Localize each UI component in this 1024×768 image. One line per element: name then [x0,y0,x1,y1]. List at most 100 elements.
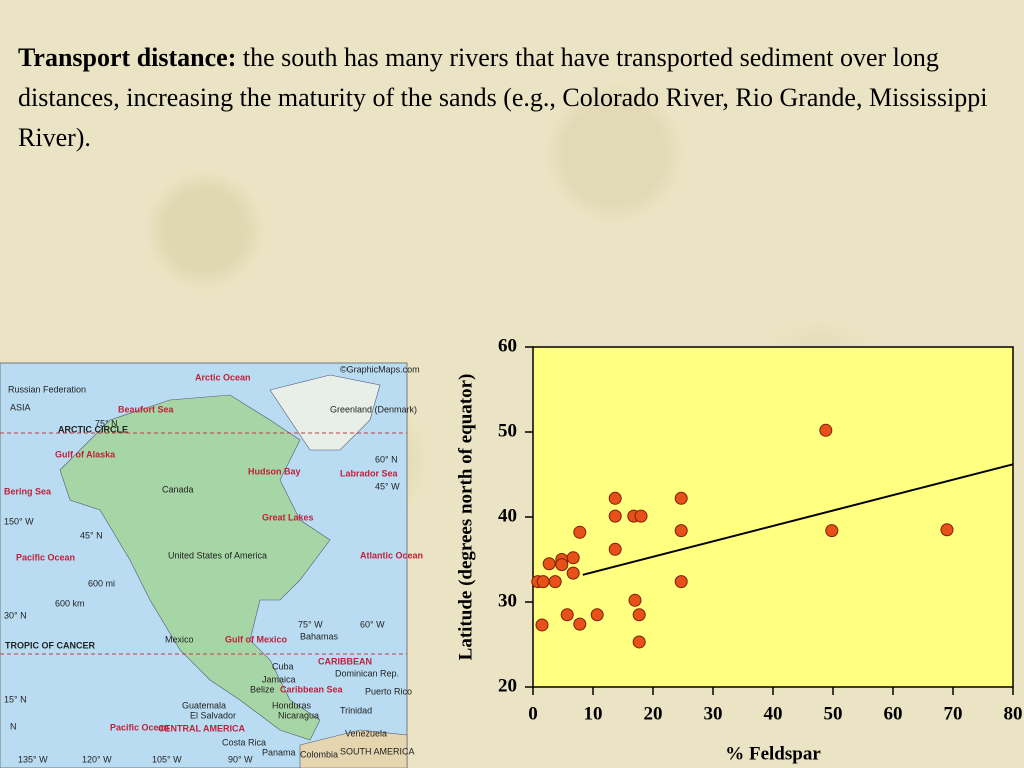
map-label: Arctic Ocean [195,372,251,382]
map-label: Bahamas [300,631,339,641]
y-tick-label: 30 [498,590,517,611]
map-label: Bering Sea [4,486,52,496]
point [819,423,833,437]
point [940,523,954,537]
map-label: Pacific Ocean [110,722,169,732]
map-label: N [10,721,17,731]
map-label: 90° W [228,754,253,764]
greenland [269,374,381,451]
map-label: Dominican Rep. [335,668,399,678]
point [535,618,549,632]
map-label: Guatemala [182,700,226,710]
point [608,542,622,556]
point [628,593,642,607]
map-label: Beaufort Sea [118,404,175,414]
point [674,491,688,505]
point [560,608,574,622]
map-label: Nicaragua [278,710,319,720]
trendline [582,463,1014,576]
y-tick-label: 20 [498,675,517,696]
map-label: TROPIC OF CANCER [5,640,96,650]
map-label: ASIA [10,402,31,412]
x-tick-label: 20 [644,703,663,724]
x-tick-label: 60 [884,703,903,724]
point [548,575,562,589]
point [632,608,646,622]
x-axis-label: % Feldspar [725,743,821,764]
map-label: SOUTH AMERICA [340,746,415,756]
plot-area [532,346,1014,688]
map-label: Belize [250,684,275,694]
point [573,525,587,539]
map-label: Labrador Sea [340,468,399,478]
lead: Transport distance: [18,43,237,72]
x-tick-label: 70 [944,703,963,724]
map-label: 60° N [375,454,398,464]
map-label: Panama [262,747,296,757]
map-label: Cuba [272,661,294,671]
map-label: Gulf of Alaska [55,449,116,459]
map-label: Gulf of Mexico [225,634,288,644]
x-tick-label: 40 [764,703,783,724]
map-label: Canada [162,484,194,494]
map-label: 135° W [18,754,48,764]
map-label: Pacific Ocean [16,552,75,562]
map-label: CENTRAL AMERICA [158,723,245,733]
point [566,566,580,580]
point [566,551,580,565]
map-label: 30° N [4,610,27,620]
point [674,524,688,538]
point [825,524,839,538]
map-label: 150° W [4,516,34,526]
paragraph: Transport distance: the south has many r… [18,38,1008,158]
map-label: 600 mi [88,578,115,588]
point [555,558,569,572]
x-tick-label: 0 [528,703,538,724]
map-label: 600 km [55,598,85,608]
map-label: Caribbean Sea [280,684,344,694]
point [536,575,550,589]
map-label: 105° W [152,754,182,764]
map-label: Russian Federation [8,384,86,394]
map-label: Atlantic Ocean [360,550,423,560]
south-america [299,729,408,768]
map-label: 45° N [80,530,103,540]
map-label: Greenland (Denmark) [330,404,417,414]
point [590,608,604,622]
map-label: Costa Rica [222,737,266,747]
body-text: the south has many rivers that have tran… [18,43,988,152]
point [608,491,622,505]
map-label: CARIBBEAN [318,656,372,666]
chart: 20 30 40 50 60 0 10 20 30 40 50 60 70 80 % Feldspar Lat… [455,335,1022,764]
point [573,617,587,631]
map-label: Colombia [300,749,338,759]
point [542,557,556,571]
point [608,509,622,523]
y-tick-label: 50 [498,420,517,441]
map-label: 60° W [360,619,385,629]
map-label: ©GraphicMaps.com [340,364,420,374]
map-label: 75° W [298,619,323,629]
map-label: El Salvador [190,710,236,720]
map-label: Jamaica [262,674,296,684]
y-tick-label: 60 [498,335,517,356]
map-label: 45° W [375,481,400,491]
map-label: Puerto Rico [365,686,412,696]
x-tick-label: 80 [1004,703,1023,724]
point [674,575,688,589]
point [632,635,646,649]
map [0,362,408,768]
point [634,509,648,523]
y-tick-label: 40 [498,505,517,526]
map-label: Honduras [272,700,312,710]
map-label: Great Lakes [262,512,314,522]
map-label: 120° W [82,754,112,764]
map-label: Trinidad [340,705,372,715]
map-label: Venezuela [345,728,387,738]
map-label: Hudson Bay [248,466,301,476]
map-label: Mexico [165,634,194,644]
map-label: United States of America [168,550,267,560]
x-tick-label: 50 [824,703,843,724]
